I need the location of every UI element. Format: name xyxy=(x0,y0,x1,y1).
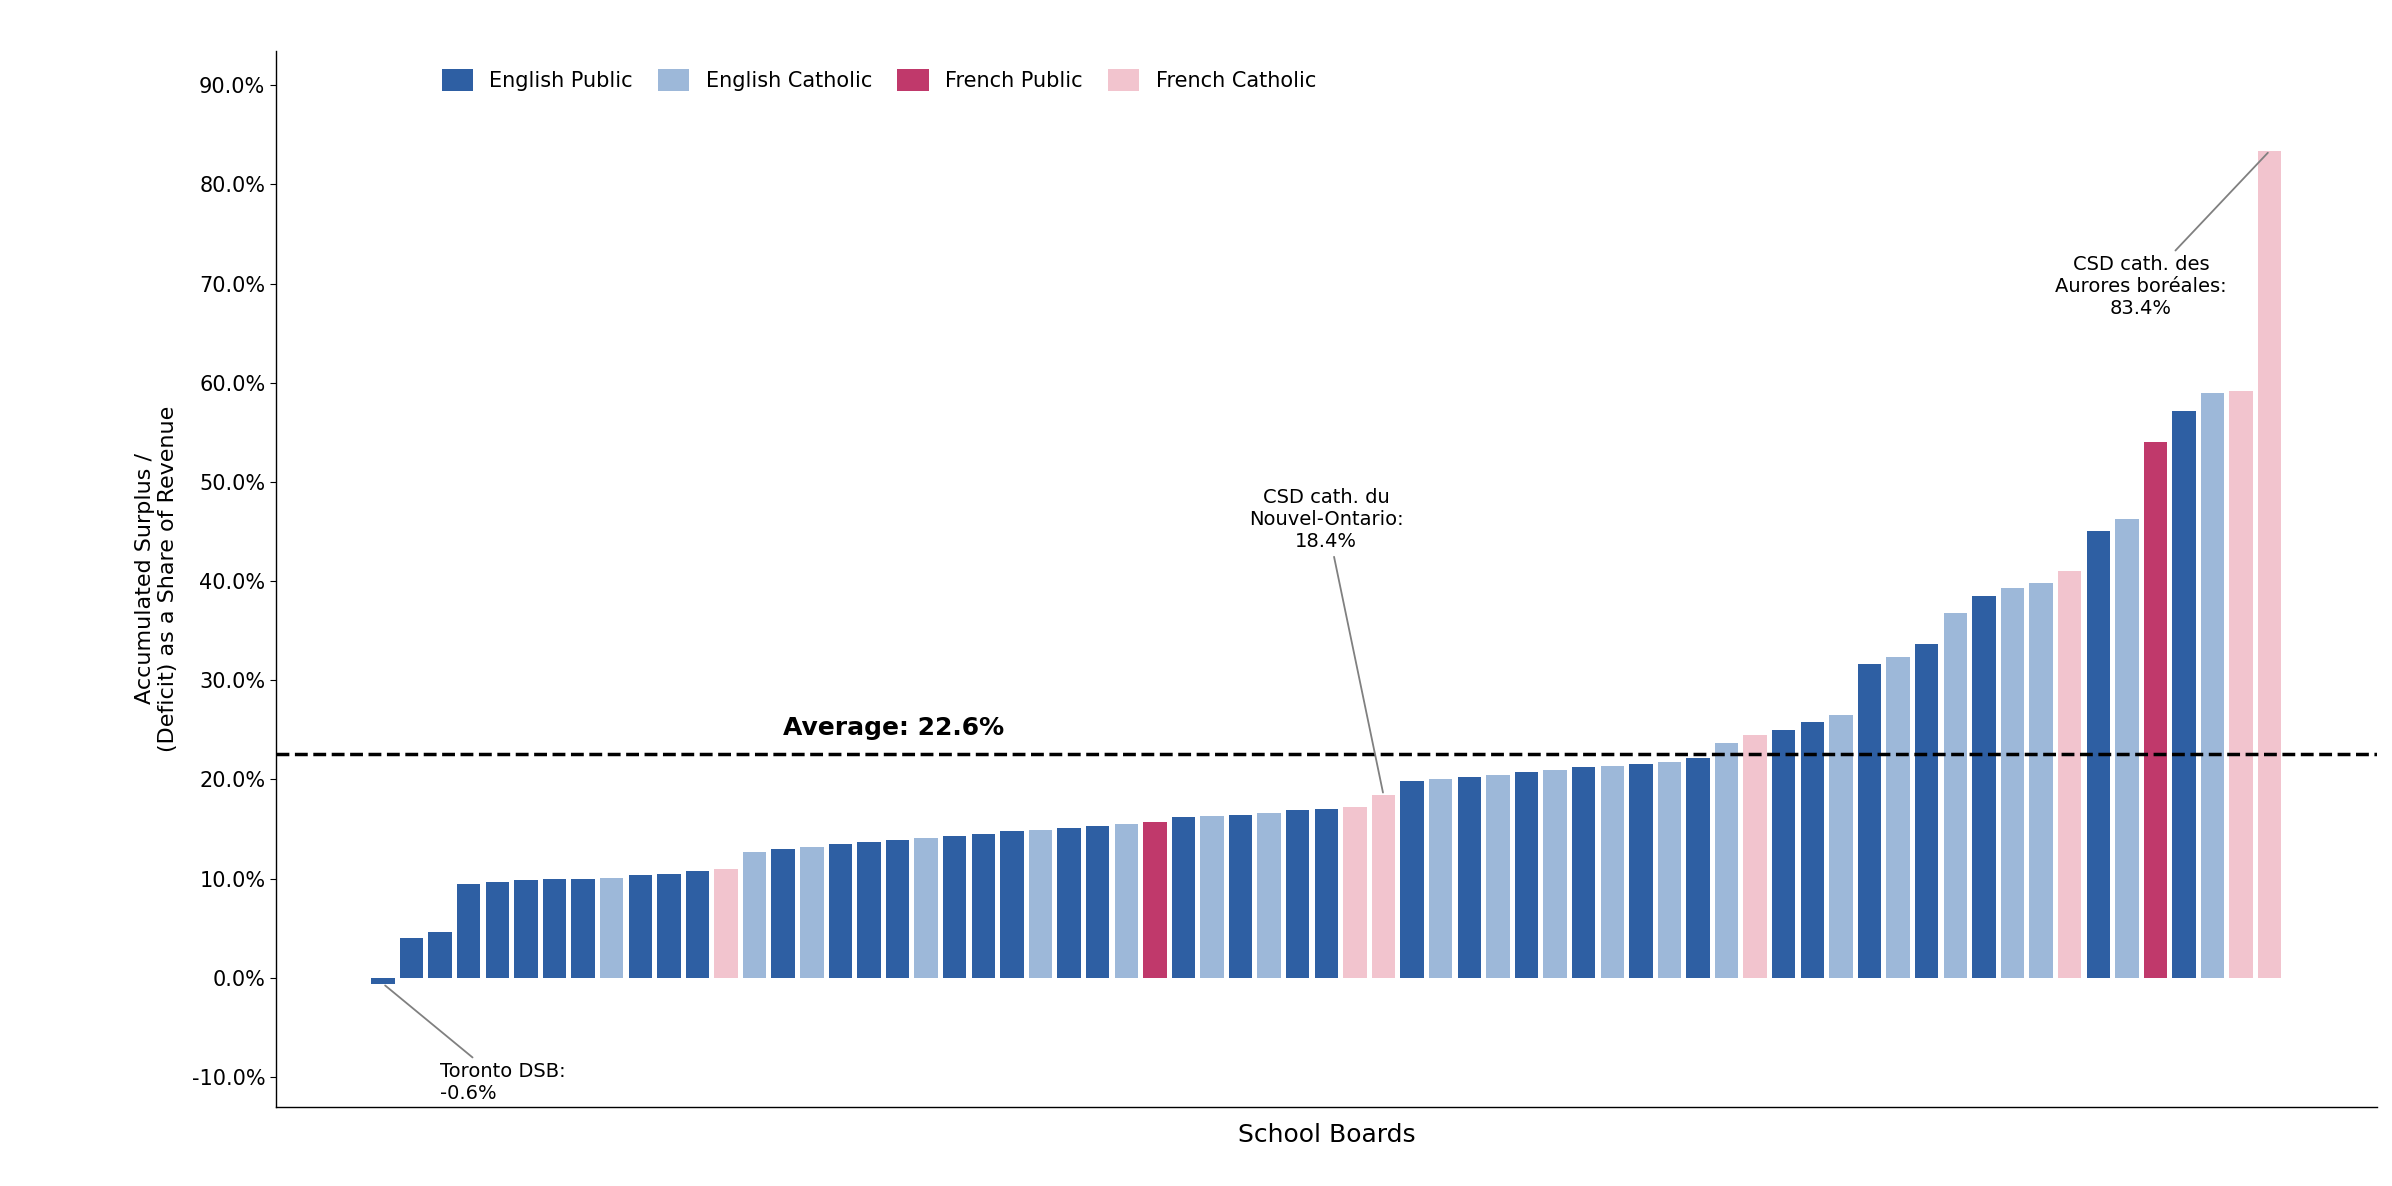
Bar xyxy=(1945,613,1966,977)
Bar xyxy=(371,977,395,983)
Bar xyxy=(2028,584,2052,977)
Bar xyxy=(2172,410,2196,977)
Text: Average: 22.6%: Average: 22.6% xyxy=(782,715,1005,740)
Bar xyxy=(885,840,909,977)
Bar xyxy=(1373,796,1395,977)
Bar xyxy=(1801,722,1825,977)
Bar xyxy=(744,852,765,977)
Bar xyxy=(399,938,423,977)
Bar xyxy=(1514,772,1538,977)
Bar xyxy=(773,849,794,977)
Bar xyxy=(1686,758,1710,977)
Bar xyxy=(1316,809,1337,977)
Bar xyxy=(1287,810,1308,977)
Bar xyxy=(1457,777,1481,977)
Bar xyxy=(1143,822,1167,977)
Bar xyxy=(1115,824,1139,977)
Bar xyxy=(572,879,596,977)
Bar xyxy=(1658,761,1682,977)
Bar xyxy=(1887,657,1909,977)
Bar xyxy=(1172,817,1196,977)
Bar xyxy=(2115,518,2138,977)
Bar xyxy=(1485,776,1509,977)
Bar xyxy=(2258,151,2282,977)
Bar xyxy=(658,874,682,977)
Bar xyxy=(1572,767,1595,977)
Bar xyxy=(1428,779,1452,977)
Text: CSD cath. des
Aurores boréales:
83.4%: CSD cath. des Aurores boréales: 83.4% xyxy=(2055,153,2268,318)
Bar xyxy=(2057,572,2081,977)
Bar xyxy=(2086,531,2110,977)
Bar xyxy=(1029,830,1052,977)
Bar xyxy=(1229,815,1253,977)
Legend: English Public, English Catholic, French Public, French Catholic: English Public, English Catholic, French… xyxy=(433,60,1325,100)
Bar xyxy=(1201,816,1225,977)
Bar xyxy=(1344,808,1366,977)
Y-axis label: Accumulated Surplus /
(Deficit) as a Share of Revenue: Accumulated Surplus / (Deficit) as a Sha… xyxy=(134,406,177,752)
Bar xyxy=(1916,644,1938,977)
Text: CSD cath. du
Nouvel-Ontario:
18.4%: CSD cath. du Nouvel-Ontario: 18.4% xyxy=(1249,489,1404,792)
Bar xyxy=(1772,729,1796,977)
Bar xyxy=(428,932,452,977)
Bar xyxy=(828,844,852,977)
Bar xyxy=(600,878,624,977)
Bar xyxy=(799,847,823,977)
Bar xyxy=(1600,765,1624,977)
Bar xyxy=(1000,831,1024,977)
Bar xyxy=(2143,442,2167,977)
Bar xyxy=(457,884,481,977)
Bar xyxy=(1971,595,1995,977)
Bar xyxy=(1859,664,1880,977)
Bar xyxy=(1830,715,1854,977)
Bar xyxy=(1086,825,1110,977)
Bar xyxy=(914,837,938,977)
Bar xyxy=(543,879,567,977)
Bar xyxy=(2201,393,2225,977)
Bar xyxy=(1543,771,1567,977)
Bar xyxy=(942,836,966,977)
Text: Toronto DSB:
-0.6%: Toronto DSB: -0.6% xyxy=(385,986,567,1103)
Bar xyxy=(486,881,509,977)
Bar xyxy=(629,874,653,977)
Bar xyxy=(715,868,737,977)
Bar xyxy=(1744,735,1768,977)
Bar xyxy=(514,880,538,977)
X-axis label: School Boards: School Boards xyxy=(1237,1123,1416,1147)
Bar xyxy=(2229,390,2253,977)
Bar xyxy=(856,842,880,977)
Bar xyxy=(1715,742,1739,977)
Bar xyxy=(1629,764,1653,977)
Bar xyxy=(1057,828,1081,977)
Bar xyxy=(971,834,995,977)
Bar xyxy=(687,871,708,977)
Bar xyxy=(2000,588,2024,977)
Bar xyxy=(1258,814,1280,977)
Bar xyxy=(1399,782,1423,977)
